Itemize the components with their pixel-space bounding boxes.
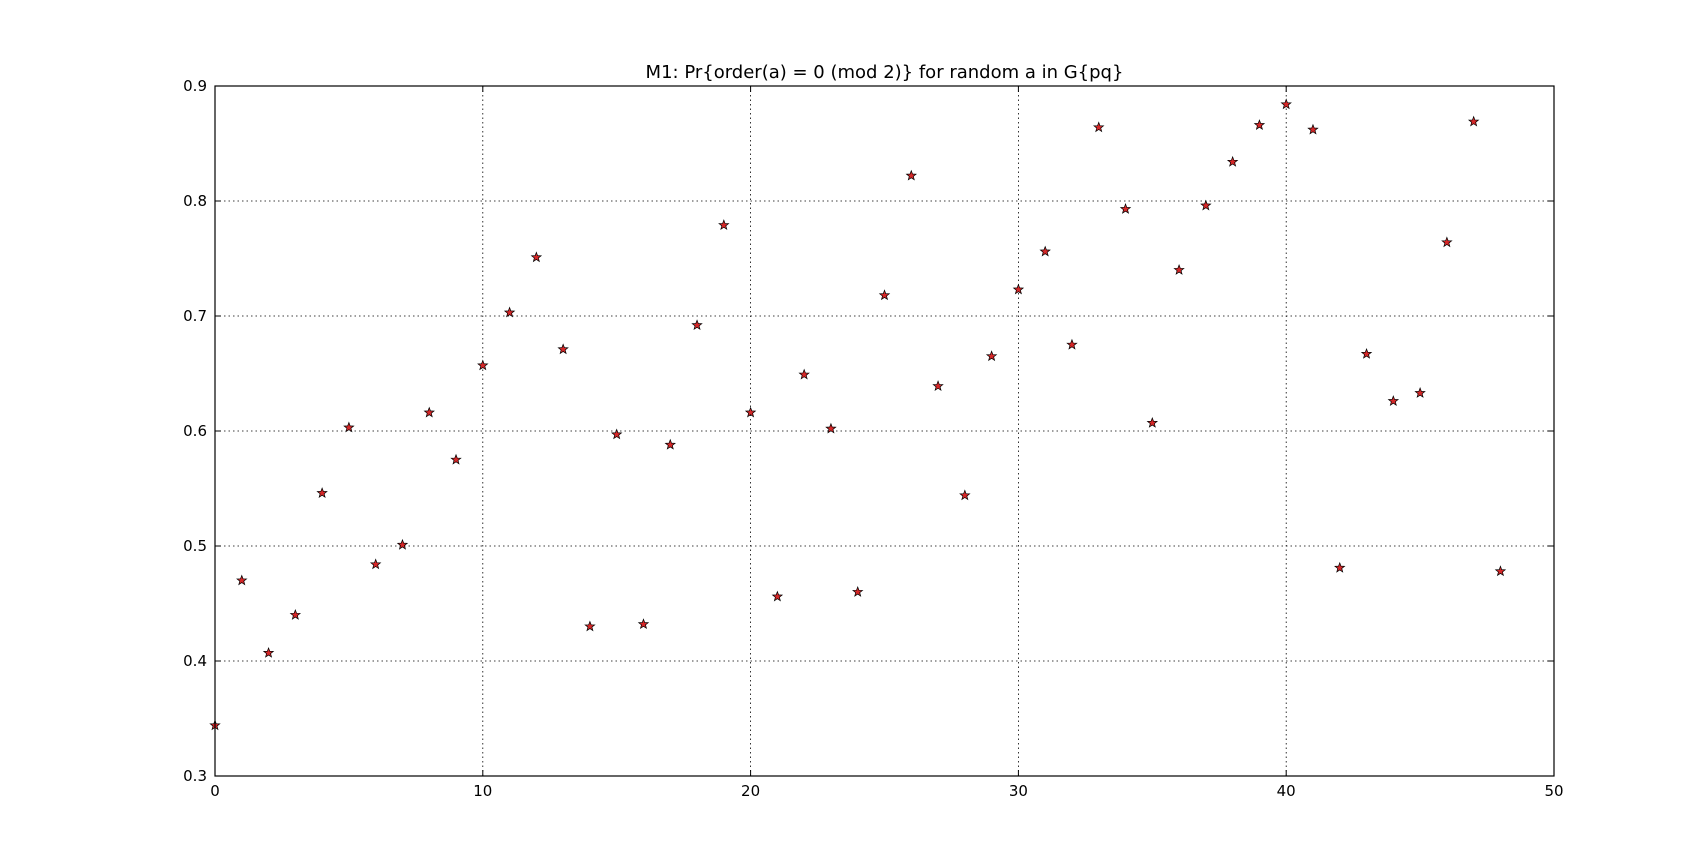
data-point — [905, 169, 917, 181]
y-tick-label: 0.5 — [183, 537, 207, 555]
y-tick-label: 0.9 — [183, 77, 207, 95]
data-point — [1119, 203, 1132, 214]
data-point — [530, 251, 543, 263]
data-point — [744, 406, 757, 418]
axis-ticks: 0 10 20 30 40 50 0.3 0.4 0.5 0.6 0.7 0.8 0.9 — [183, 77, 1563, 800]
data-point — [503, 306, 516, 318]
data-point — [1200, 199, 1212, 211]
data-point — [771, 590, 784, 602]
x-tick-label: 40 — [1277, 782, 1296, 800]
x-tick-label: 50 — [1544, 782, 1563, 800]
y-tick-label: 0.3 — [183, 767, 207, 785]
x-tick-label: 30 — [1009, 782, 1028, 800]
data-point — [1494, 565, 1507, 577]
data-point — [985, 350, 998, 362]
data-point — [450, 453, 462, 465]
data-point — [852, 585, 864, 597]
data-point — [316, 487, 328, 498]
data-point — [1093, 121, 1105, 133]
data-point — [369, 558, 382, 570]
y-tick-label: 0.7 — [183, 307, 207, 325]
x-tick-label: 10 — [473, 782, 492, 800]
data-point — [1387, 395, 1400, 406]
data-point — [718, 219, 730, 231]
data-point — [262, 646, 275, 658]
data-point — [637, 618, 650, 630]
y-tick-label: 0.8 — [183, 192, 207, 210]
data-point — [1280, 98, 1292, 110]
data-points — [209, 98, 1507, 731]
data-point — [423, 406, 435, 418]
data-point — [557, 343, 569, 355]
data-point — [1226, 155, 1239, 167]
data-point — [289, 608, 302, 620]
data-point — [1253, 119, 1266, 130]
data-point — [1334, 561, 1346, 573]
y-tick-label: 0.4 — [183, 652, 207, 670]
data-point — [477, 359, 489, 371]
x-tick-label: 0 — [210, 782, 220, 800]
data-point — [878, 289, 891, 301]
data-point — [1173, 263, 1185, 275]
data-point — [825, 422, 837, 434]
data-point — [798, 368, 810, 380]
data-point — [1414, 387, 1426, 398]
data-point — [610, 428, 623, 440]
data-point — [1012, 283, 1025, 295]
data-point — [396, 538, 409, 550]
data-point — [584, 620, 596, 632]
y-tick-label: 0.6 — [183, 422, 207, 440]
data-point — [1441, 236, 1453, 248]
data-point — [1467, 115, 1480, 127]
data-point — [664, 438, 676, 450]
chart-title: M1: Pr{order(a) = 0 (mod 2)} for random … — [646, 62, 1124, 83]
data-point — [1146, 416, 1159, 428]
data-point — [1066, 338, 1078, 350]
data-point — [1039, 245, 1051, 257]
x-tick-label: 20 — [741, 782, 760, 800]
data-point — [1360, 347, 1373, 359]
data-point — [236, 574, 248, 586]
data-point — [343, 421, 355, 433]
data-point — [1307, 123, 1319, 135]
data-point — [959, 489, 971, 501]
data-point — [691, 319, 703, 331]
data-point — [932, 380, 944, 392]
